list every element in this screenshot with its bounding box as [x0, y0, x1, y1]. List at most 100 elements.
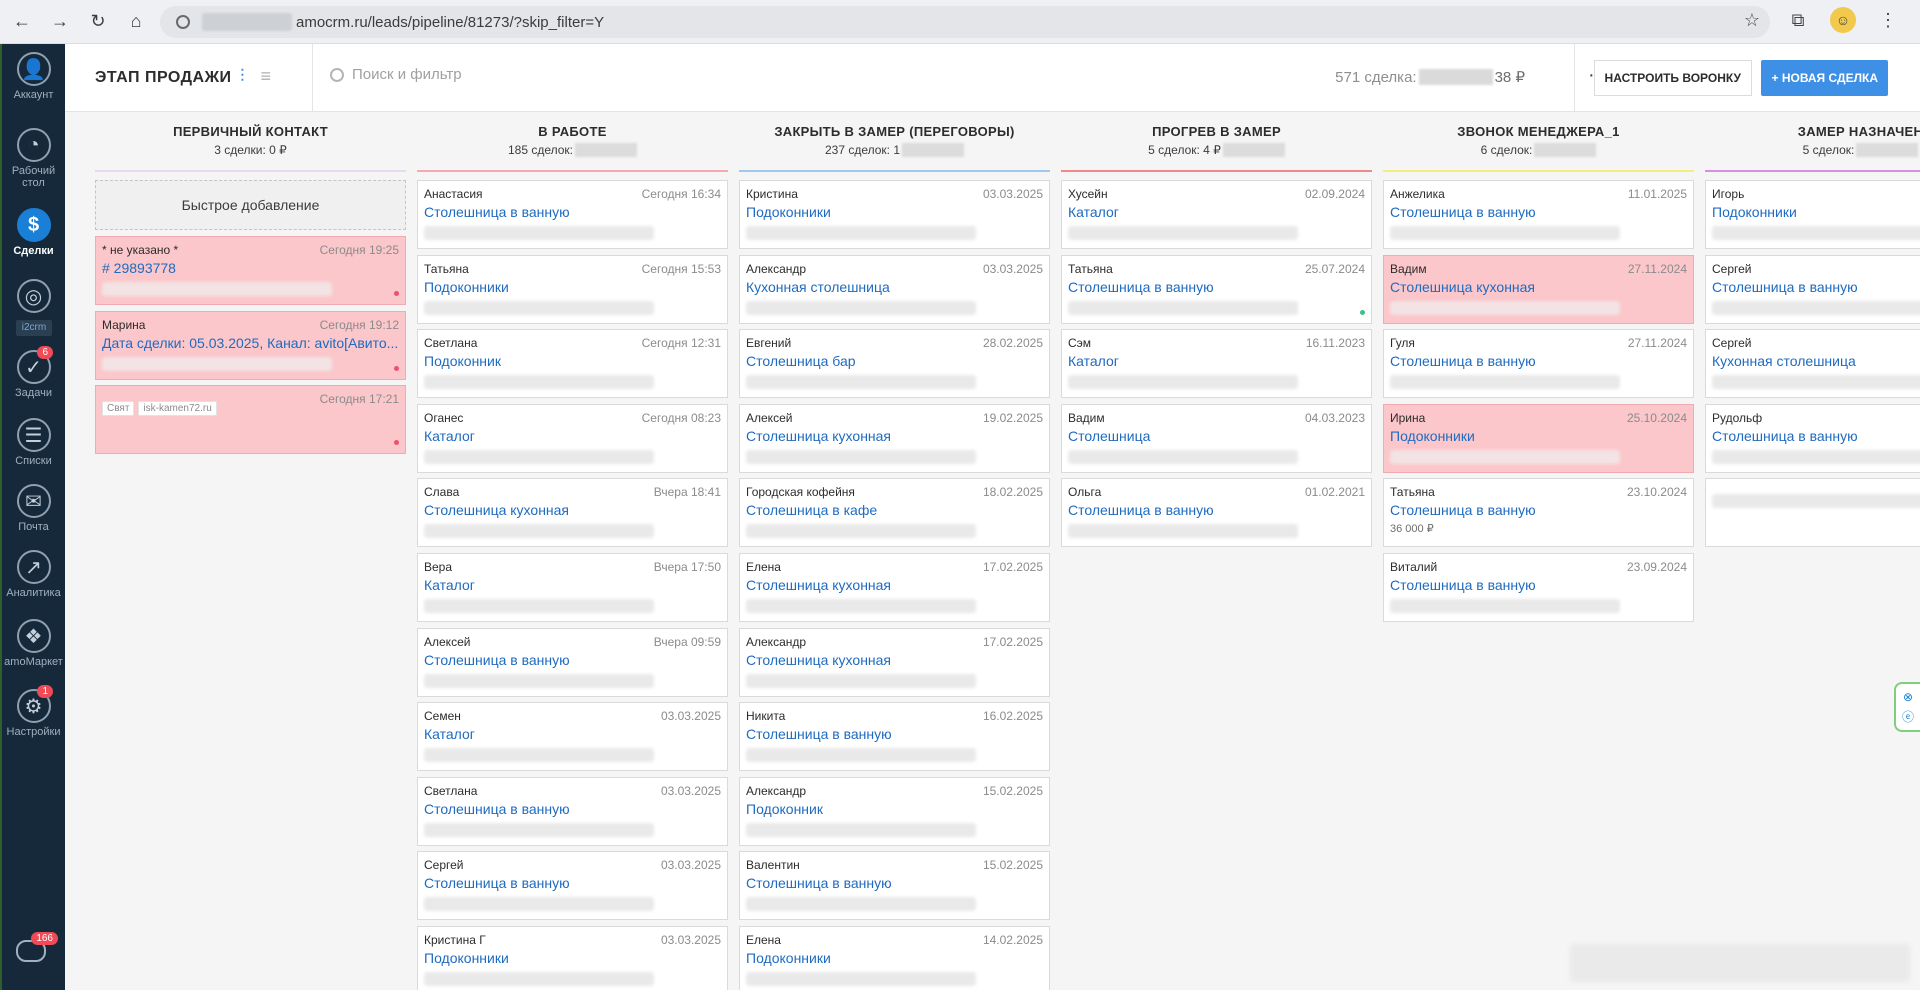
bookmark-star-icon[interactable]: ☆	[1743, 9, 1761, 30]
quick-add-button[interactable]: Быстрое добавление	[95, 180, 406, 230]
deal-name-link[interactable]: Каталог	[424, 576, 475, 593]
deal-name-link[interactable]: Столешница в ванную	[1390, 502, 1536, 519]
deal-name-link[interactable]: Столешница кухонная	[1390, 278, 1536, 295]
deal-name-link[interactable]: Подоконники	[424, 278, 509, 295]
deal-card[interactable]: Сергей Столешница в ванную	[1705, 254, 1920, 324]
deal-card[interactable]: Александр 15.02.2025 Подоконник	[739, 776, 1050, 846]
deal-name-link[interactable]: Столешница кухонная	[424, 502, 570, 519]
nav-item-mail[interactable]: ✉ Почта	[2, 484, 65, 533]
close-icon[interactable]: ⊗	[1902, 689, 1914, 704]
home-icon[interactable]: ⌂	[130, 11, 142, 31]
deal-card[interactable]: Елена 17.02.2025 Столешница кухонная	[739, 552, 1050, 622]
deal-name-link[interactable]: Столешница в ванную	[424, 204, 570, 220]
reload-icon[interactable]: ↻	[90, 11, 106, 31]
deal-card[interactable]: Алексей 19.02.2025 Столешница кухонная	[739, 403, 1050, 473]
deal-card[interactable]: Городская кофейня 18.02.2025 Столешница в …	[739, 478, 1050, 548]
deal-name-link[interactable]: Дата сделки: 05.03.2025, Канал: avito[Ав…	[102, 334, 399, 351]
deal-card[interactable]: Анастасия Сегодня 16:34 Столешница в ванну…	[417, 180, 728, 249]
deal-card[interactable]: * не указано * Сегодня 19:25 # 29893778	[95, 236, 406, 305]
deal-card[interactable]: Виталий 23.09.2024 Столешница в ванную	[1383, 552, 1694, 622]
deal-name-link[interactable]: Столешница бар	[746, 353, 856, 370]
nav-item-dashboard[interactable]: ◔ Рабочий стол	[2, 128, 65, 189]
deal-card[interactable]: Александр 17.02.2025 Столешница кухонная	[739, 627, 1050, 697]
deal-name-link[interactable]: Подоконник	[746, 800, 823, 817]
deal-card[interactable]: Светлана 03.03.2025 Столешница в ванную	[417, 776, 728, 846]
browser-menu-icon[interactable]: ⋮	[1879, 9, 1897, 30]
extensions-icon[interactable]: ⧉	[1791, 9, 1805, 30]
deal-name-link[interactable]: Столешница в ванную	[1712, 427, 1858, 444]
deal-name-link[interactable]: Столешница	[1068, 427, 1151, 444]
deal-name-link[interactable]: Каталог	[424, 726, 475, 743]
deal-card[interactable]: Татьяна 23.10.2024 Столешница в ванную 36 0…	[1383, 478, 1694, 548]
search-filter[interactable]: Поиск и фильтр	[330, 66, 462, 83]
deal-name-link[interactable]: Столешница в ванную	[1068, 278, 1214, 295]
nav-item-market[interactable]: ❖ amoМаркет	[2, 619, 65, 668]
setup-pipeline-button[interactable]: НАСТРОИТЬ ВОРОНКУ	[1593, 60, 1752, 96]
deal-name-link[interactable]: Столешница в ванную	[1390, 204, 1536, 220]
deal-card[interactable]: Кристина 03.03.2025 Подоконники	[739, 180, 1050, 249]
deal-name-link[interactable]: # 29893778	[102, 260, 176, 276]
deal-card[interactable]: Александр 03.03.2025 Кухонная столешница	[739, 254, 1050, 324]
deal-name-link[interactable]: Столешница в ванную	[746, 726, 892, 743]
deal-card[interactable]: Елена 14.02.2025 Подоконники	[739, 925, 1050, 990]
forward-arrow-icon[interactable]: →	[51, 11, 69, 31]
deal-name-link[interactable]: Столешница в ванную	[1068, 502, 1214, 519]
deal-card[interactable]: Оганес Сегодня 08:23 Каталог	[417, 403, 728, 473]
nav-item-settings[interactable]: ⚙ 1 Настройки	[2, 685, 65, 738]
deal-card[interactable]: Вера Вчера 17:50 Каталог	[417, 552, 728, 622]
column-header[interactable]: ЗВОНОК МЕНЕДЖЕРА_1 6 сделок:	[1383, 112, 1694, 170]
deal-card[interactable]: Евгений 28.02.2025 Столешница бар	[739, 329, 1050, 399]
deal-card[interactable]: Кристина Г 03.03.2025 Подоконники	[417, 925, 728, 990]
back-arrow-icon[interactable]: ←	[13, 11, 31, 31]
deal-name-link[interactable]: Столешница в ванную	[746, 875, 892, 892]
deal-card[interactable]: Сергей 03.03.2025 Столешница в ванную	[417, 851, 728, 921]
deal-card[interactable]: Сергей Кухонная столешница	[1705, 329, 1920, 399]
deal-name-link[interactable]: Подоконники	[746, 949, 831, 966]
nav-item-tasks[interactable]: ✓ 6 Задачи	[2, 346, 65, 399]
deal-card[interactable]: Вадим 27.11.2024 Столешница кухонная	[1383, 254, 1694, 324]
column-header[interactable]: ЗАКРЫТЬ В ЗАМЕР (ПЕРЕГОВОРЫ) 237 сделок: …	[739, 112, 1050, 170]
deal-name-link[interactable]: Подоконники	[746, 204, 831, 220]
list-view-icon[interactable]: ≡	[260, 66, 272, 86]
deal-name-link[interactable]: Подоконники	[1712, 204, 1797, 220]
deal-name-link[interactable]: Каталог	[1068, 204, 1119, 220]
deal-card[interactable]: Анжелика 11.01.2025 Столешница в ванную	[1383, 180, 1694, 249]
nav-item-deals[interactable]: $ Сделки	[2, 208, 65, 257]
deal-name-link[interactable]: Столешница в ванную	[424, 800, 570, 817]
nav-item-lists[interactable]: ☰ Списки	[2, 418, 65, 467]
tag[interactable]: Свят	[102, 401, 135, 417]
deal-name-link[interactable]: Каталог	[424, 427, 475, 444]
deal-card[interactable]: Хусейн 02.09.2024 Каталог	[1061, 180, 1372, 249]
address-bar[interactable]: amocrm.ru/leads/pipeline/81273/?skip_fil…	[160, 6, 1770, 38]
column-header[interactable]: В РАБОТЕ 185 сделок:	[417, 112, 728, 170]
deal-name-link[interactable]: Подоконники	[1390, 427, 1475, 444]
widget-e-icon[interactable]: ⓔ	[1901, 709, 1914, 724]
deal-card[interactable]: Марина Сегодня 19:12 Дата сделки: 05.03.20…	[95, 310, 406, 380]
deal-card[interactable]: Сэм 16.11.2023 Каталог	[1061, 329, 1372, 399]
deal-name-link[interactable]: Столешница в кафе	[746, 502, 878, 519]
deal-name-link[interactable]: Столешница в ванную	[1712, 278, 1858, 295]
deal-card[interactable]: Вадим 04.03.2023 Столешница	[1061, 403, 1372, 473]
deal-card[interactable]: Алексей Вчера 09:59 Столешница в ванную	[417, 627, 728, 697]
deal-card[interactable]: Никита 16.02.2025 Столешница в ванную	[739, 702, 1050, 772]
deal-card[interactable]: Татьяна 25.07.2024 Столешница в ванную	[1061, 254, 1372, 324]
deal-name-link[interactable]: Столешница в ванную	[424, 651, 570, 668]
deal-name-link[interactable]: Подоконники	[424, 949, 509, 966]
deal-name-link[interactable]: Подоконник	[424, 353, 501, 370]
side-widget[interactable]: ⊗ ⓔ	[1894, 682, 1920, 732]
nav-item-account[interactable]: 👤 Аккаунт	[2, 52, 65, 101]
tag[interactable]: isk-kamen72.ru	[138, 401, 217, 417]
deal-card[interactable]: Ольга 01.02.2021 Столешница в ванную	[1061, 478, 1372, 548]
nav-item-analytics[interactable]: ↗ Аналитика	[2, 550, 65, 599]
deal-card[interactable]	[1705, 478, 1920, 548]
deal-name-link[interactable]: Столешница кухонная	[746, 651, 892, 668]
deal-name-link[interactable]: Кухонная столешница	[1712, 353, 1856, 370]
deal-card[interactable]: Валентин 15.02.2025 Столешница в ванную	[739, 851, 1050, 921]
deal-name-link[interactable]: Столешница кухонная	[746, 576, 892, 593]
profile-avatar-icon[interactable]: ☺	[1830, 7, 1856, 33]
column-header[interactable]: ПРОГРЕВ В ЗАМЕР 5 сделок: 4 ₽	[1061, 112, 1372, 170]
deal-card[interactable]: Сегодня 17:21 Свят isk-kamen72.ru	[95, 385, 406, 455]
deal-name-link[interactable]: Столешница в ванную	[1390, 576, 1536, 593]
deal-card[interactable]: Гуля 27.11.2024 Столешница в ванную	[1383, 329, 1694, 399]
column-header[interactable]: ЗАМЕР НАЗНАЧЕН 5 сделок:	[1705, 112, 1920, 170]
